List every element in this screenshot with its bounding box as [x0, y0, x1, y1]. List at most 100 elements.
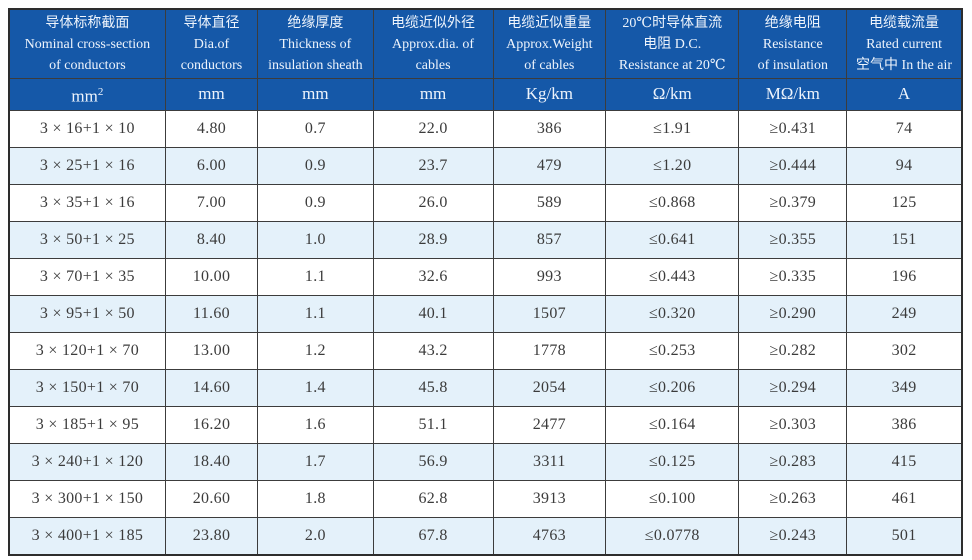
table-row: 3 × 150+1 × 70 14.60 1.4 45.8 2054 ≤0.206 ≥0.2… [8, 368, 963, 407]
header-line: of conductors [49, 57, 126, 73]
header-line: Resistance [762, 36, 823, 52]
table-cell: 51.1 [372, 405, 494, 444]
table-cell: 151 [846, 220, 963, 259]
table-cell: 56.9 [372, 442, 494, 481]
table-cell: 1.0 [257, 220, 374, 259]
table-cell: 3 × 95+1 × 50 [8, 294, 166, 333]
table-cell: ≤0.125 [605, 442, 740, 481]
table-cell: 302 [846, 331, 963, 370]
header-cell-col5: 电缆近似重量 Approx.Weight of cables [492, 8, 607, 79]
header-line: insulation sheath [268, 57, 363, 73]
unit-cell-col5: Kg/km [492, 78, 607, 111]
superscript: 2 [97, 86, 104, 98]
table-cell: 7.00 [164, 183, 259, 222]
table-cell: 1.2 [257, 331, 374, 370]
table-cell: 993 [492, 257, 607, 296]
table-cell: 14.60 [164, 368, 259, 407]
table-cell: ≤0.641 [605, 220, 740, 259]
table-cell: 3 × 120+1 × 70 [8, 331, 166, 370]
header-cell-col7: 绝缘电阻 Resistance of insulation [738, 8, 848, 79]
cable-specification-table: 导体标称截面 Nominal cross-section of conductors… [8, 8, 963, 556]
table-cell: 32.6 [372, 257, 494, 296]
header-line: conductors [180, 57, 243, 73]
table-cell: 3 × 400+1 × 185 [8, 516, 166, 556]
table-cell: 0.7 [257, 109, 374, 148]
table-cell: 6.00 [164, 146, 259, 185]
table-cell: 3 × 185+1 × 95 [8, 405, 166, 444]
table-cell: ≤0.443 [605, 257, 740, 296]
table-cell: 62.8 [372, 479, 494, 518]
header-line: 绝缘厚度 [287, 15, 344, 31]
table-cell: ≤1.20 [605, 146, 740, 185]
table-cell: 589 [492, 183, 607, 222]
table-cell: ≤0.320 [605, 294, 740, 333]
table-cell: 125 [846, 183, 963, 222]
header-line: Resistance at 20℃ [618, 57, 726, 73]
table-cell: 2.0 [257, 516, 374, 556]
header-line: 空气中 In the air [856, 57, 953, 73]
table-cell: 501 [846, 516, 963, 556]
table-cell: 2477 [492, 405, 607, 444]
table-cell: 3 × 150+1 × 70 [8, 368, 166, 407]
table-cell: ≤1.91 [605, 109, 740, 148]
table-cell: ≤0.100 [605, 479, 740, 518]
table-row: 3 × 400+1 × 185 23.80 2.0 67.8 4763 ≤0.0778 ≥0… [8, 516, 963, 556]
table-row: 3 × 240+1 × 120 18.40 1.7 56.9 3311 ≤0.125 ≥0.… [8, 442, 963, 481]
table-cell: 2054 [492, 368, 607, 407]
header-line: 导体标称截面 [45, 15, 130, 31]
table-cell: 249 [846, 294, 963, 333]
table-cell: ≥0.243 [738, 516, 848, 556]
header-line: Rated current [866, 36, 942, 52]
table-cell: ≥0.303 [738, 405, 848, 444]
table-cell: 4.80 [164, 109, 259, 148]
table-cell: 10.00 [164, 257, 259, 296]
header-cell-col2: 导体直径 Dia.of conductors [164, 8, 259, 79]
table-cell: 67.8 [372, 516, 494, 556]
unit-cell-col2: mm [164, 78, 259, 111]
table-cell: 40.1 [372, 294, 494, 333]
table-cell: 3311 [492, 442, 607, 481]
header-unit-row: mm2 mm mm mm Kg/km Ω/km MΩ/km A [8, 78, 963, 111]
table-cell: 1778 [492, 331, 607, 370]
table-cell: ≥0.444 [738, 146, 848, 185]
table-cell: 26.0 [372, 183, 494, 222]
table-cell: 0.9 [257, 146, 374, 185]
table-cell: 349 [846, 368, 963, 407]
table-cell: 13.00 [164, 331, 259, 370]
unit-cell-col3: mm [257, 78, 374, 111]
header-line: Approx.Weight [506, 36, 593, 52]
table-cell: 1.8 [257, 479, 374, 518]
table-cell: 461 [846, 479, 963, 518]
table-cell: ≥0.290 [738, 294, 848, 333]
unit-cell-col8: A [846, 78, 963, 111]
table-cell: ≥0.282 [738, 331, 848, 370]
header-line: 导体直径 [183, 15, 240, 31]
header-title-row: 导体标称截面 Nominal cross-section of conductors… [8, 8, 963, 79]
header-line: Dia.of [193, 36, 230, 52]
table-cell: ≤0.164 [605, 405, 740, 444]
table-header: 导体标称截面 Nominal cross-section of conductors… [8, 8, 963, 111]
table-cell: 3 × 300+1 × 150 [8, 479, 166, 518]
table-cell: 16.20 [164, 405, 259, 444]
table-cell: ≥0.431 [738, 109, 848, 148]
table-cell: ≥0.283 [738, 442, 848, 481]
table-row: 3 × 50+1 × 25 8.40 1.0 28.9 857 ≤0.641 ≥0.355 1… [8, 220, 963, 259]
unit-cell-col1: mm2 [8, 78, 166, 111]
table-cell: 23.7 [372, 146, 494, 185]
header-line: Nominal cross-section [24, 36, 151, 52]
table-cell: 1.4 [257, 368, 374, 407]
table-cell: 1.1 [257, 294, 374, 333]
header-line: Thickness of [279, 36, 352, 52]
table-row: 3 × 70+1 × 35 10.00 1.1 32.6 993 ≤0.443 ≥0.335… [8, 257, 963, 296]
table-row: 3 × 120+1 × 70 13.00 1.2 43.2 1778 ≤0.253 ≥0.2… [8, 331, 963, 370]
header-cell-col8: 电缆载流量 Rated current 空气中 In the air [846, 8, 963, 79]
header-line: 电缆载流量 [869, 15, 940, 31]
table-cell: 74 [846, 109, 963, 148]
header-line: of insulation [757, 57, 828, 73]
header-cell-col3: 绝缘厚度 Thickness of insulation sheath [257, 8, 374, 79]
table-cell: 45.8 [372, 368, 494, 407]
table-cell: 28.9 [372, 220, 494, 259]
header-cell-col6: 20℃时导体直流 电阻 D.C. Resistance at 20℃ [605, 8, 740, 79]
header-line: 电缆近似重量 [507, 15, 592, 31]
table-row: 3 × 185+1 × 95 16.20 1.6 51.1 2477 ≤0.164 ≥0.3… [8, 405, 963, 444]
